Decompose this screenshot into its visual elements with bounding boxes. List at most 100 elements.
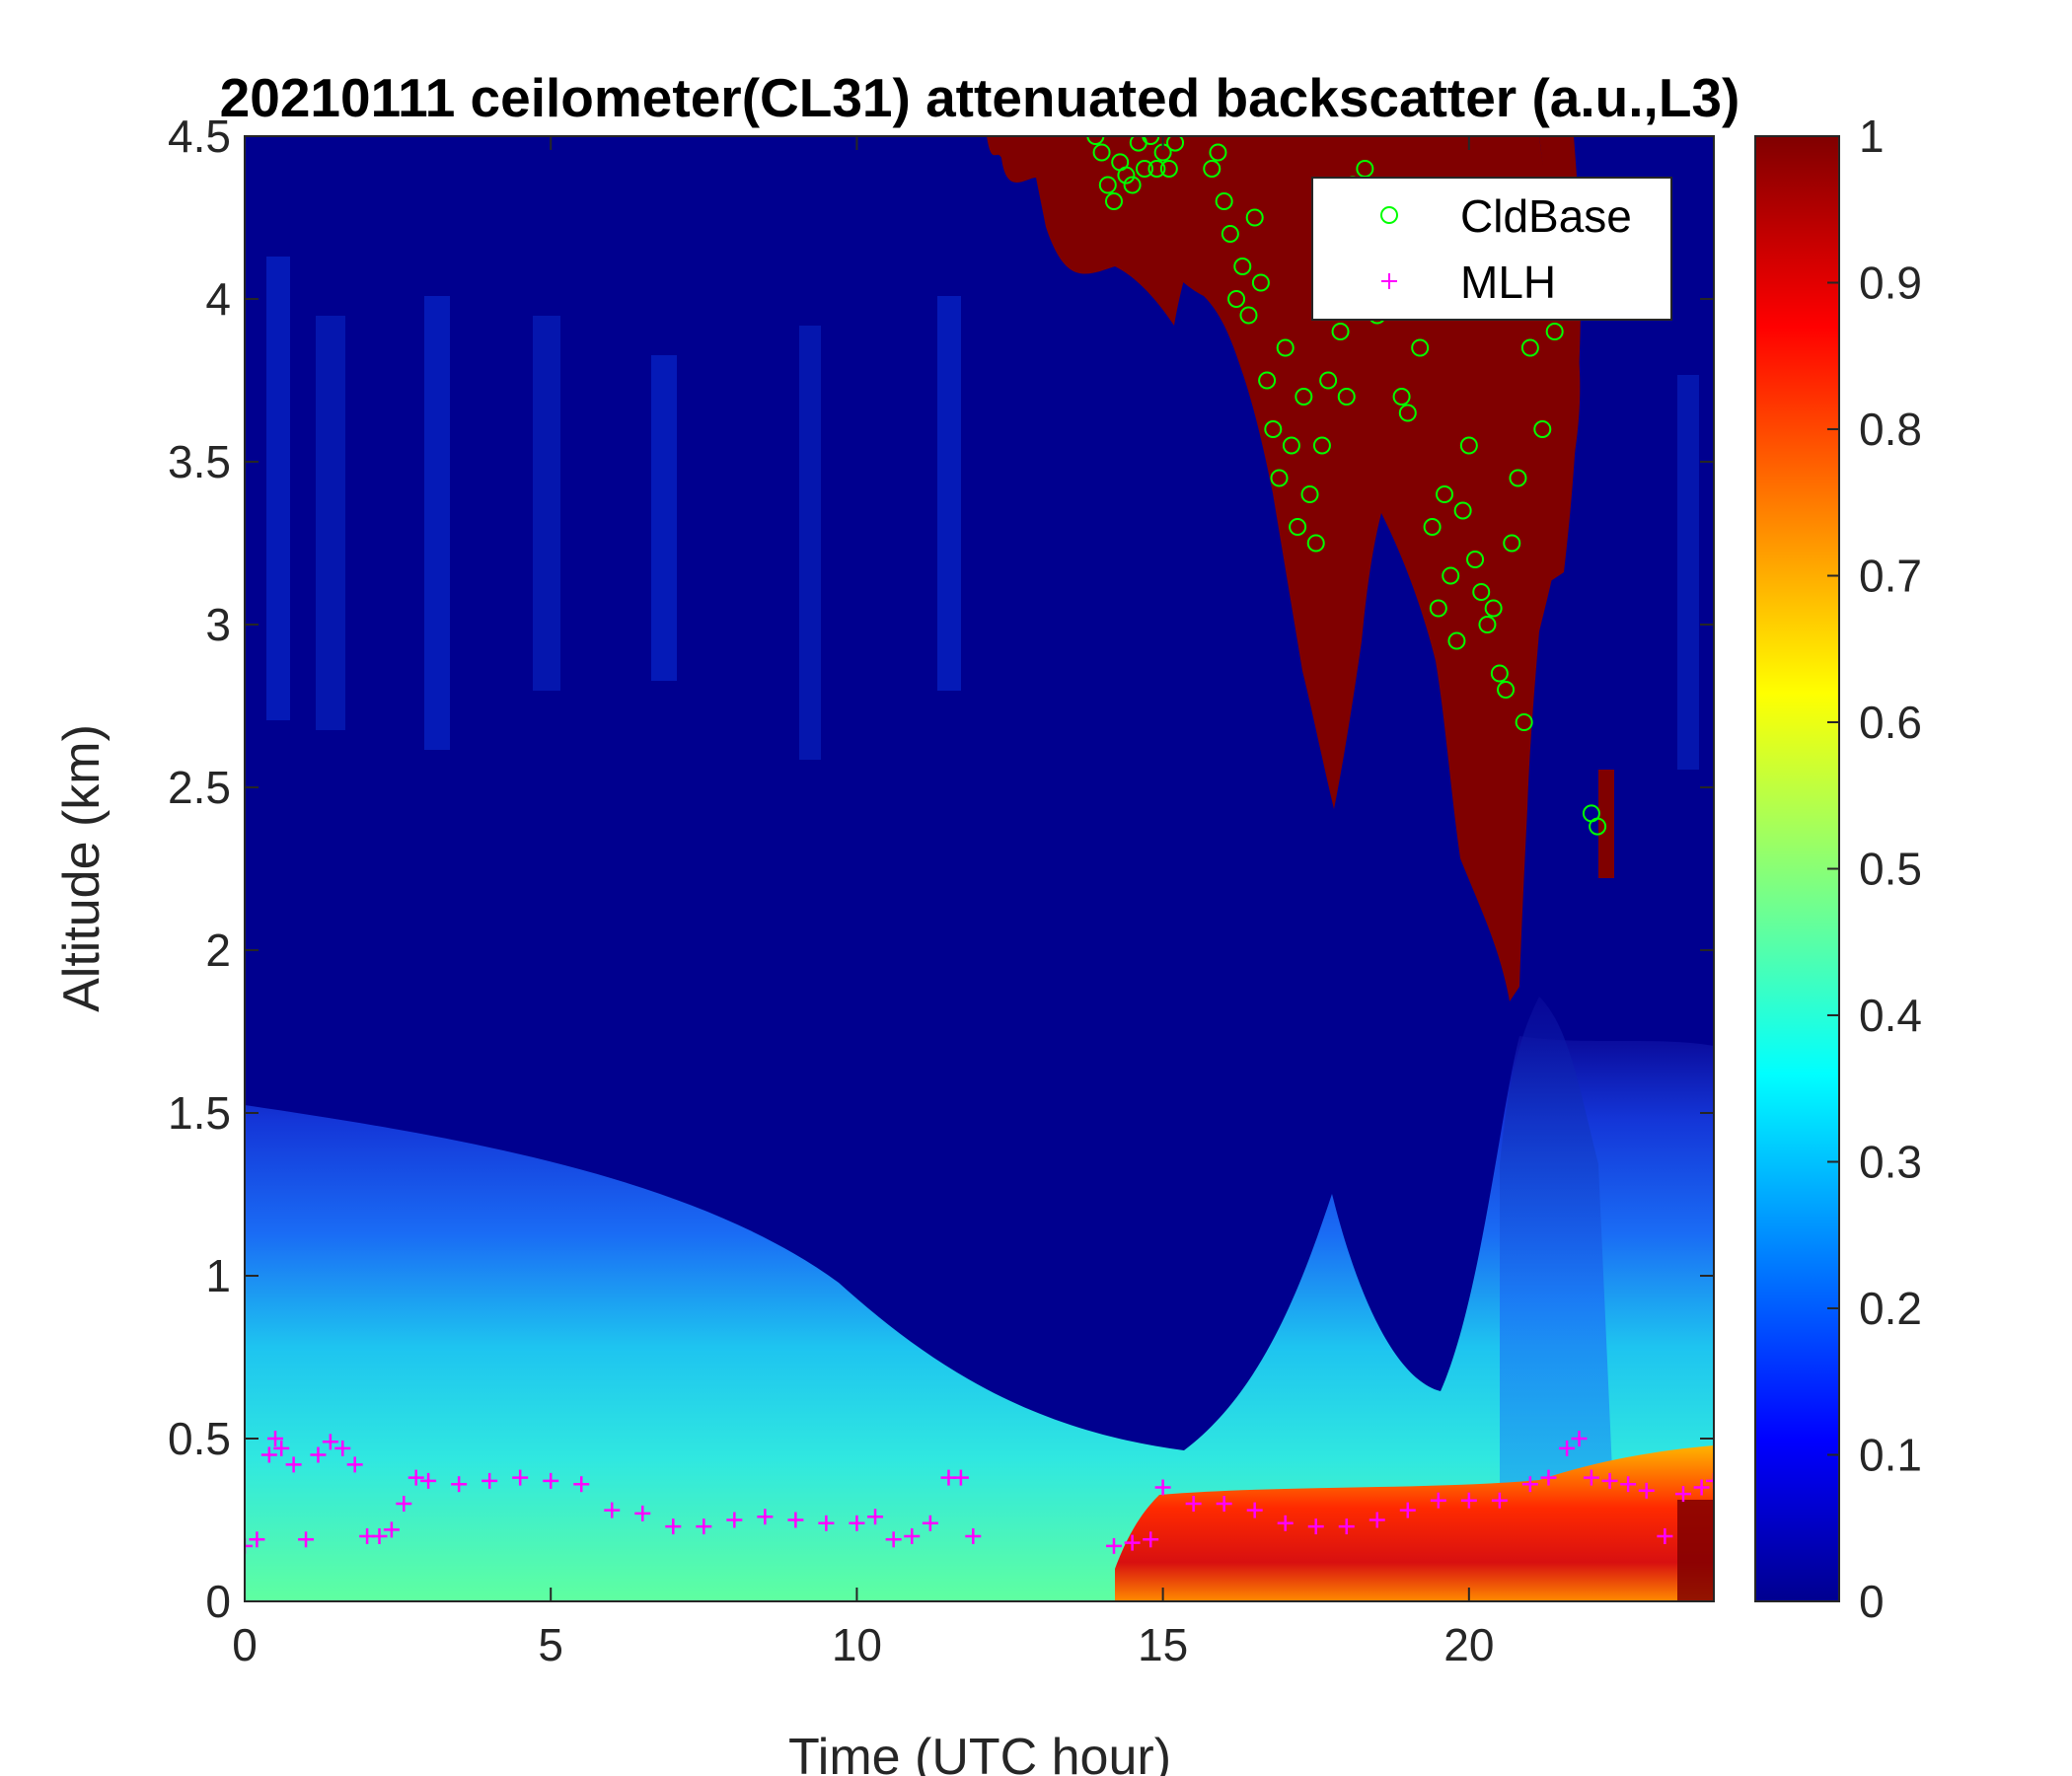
cldbase-point bbox=[1520, 338, 1539, 357]
boundary-layer-region bbox=[245, 1036, 1714, 1601]
mlh-point bbox=[310, 1446, 327, 1463]
cldbase-point bbox=[1239, 306, 1258, 325]
mlh-point bbox=[1307, 1518, 1324, 1535]
cldbase-point bbox=[1245, 208, 1264, 227]
colorbar-ticks: 0 0.1 0.2 0.3 0.4 0.5 0.6 0.7 0.8 0.9 1 bbox=[1827, 111, 1922, 1627]
mlh-point bbox=[726, 1512, 743, 1528]
mlh-point bbox=[904, 1528, 921, 1544]
legend-cldbase-marker bbox=[1380, 206, 1398, 224]
x-tick-label: 5 bbox=[538, 1619, 563, 1670]
mlh-point bbox=[1216, 1496, 1232, 1512]
x-tick-label: 15 bbox=[1138, 1619, 1188, 1670]
mlh-point bbox=[1693, 1479, 1710, 1496]
mlh-point bbox=[1369, 1512, 1385, 1528]
y-tick-label: 4.5 bbox=[168, 111, 231, 162]
cldbase-point bbox=[1221, 225, 1239, 243]
mlh-series bbox=[245, 1431, 1714, 1554]
mlh-point bbox=[1124, 1534, 1141, 1551]
mlh-point bbox=[818, 1515, 835, 1531]
mlh-point bbox=[634, 1505, 651, 1521]
mlh-point bbox=[322, 1434, 338, 1450]
mlh-point bbox=[245, 1537, 253, 1554]
surface-aerosol-layer bbox=[1115, 1445, 1714, 1601]
legend-mlh-marker bbox=[1381, 273, 1397, 289]
mlh-point bbox=[420, 1472, 437, 1489]
mlh-point bbox=[298, 1531, 315, 1548]
colorbar-tick-label: 0.3 bbox=[1859, 1137, 1922, 1188]
mlh-point bbox=[451, 1476, 468, 1493]
cldbase-point bbox=[1233, 258, 1252, 275]
mlh-point bbox=[383, 1521, 400, 1538]
colorbar-tick-label: 0.6 bbox=[1859, 697, 1922, 748]
mlh-point bbox=[1338, 1518, 1355, 1535]
plot-frame bbox=[244, 135, 1715, 1602]
cldbase-point bbox=[1264, 420, 1283, 438]
cldbase-point bbox=[1411, 338, 1430, 357]
mlh-point bbox=[1706, 1472, 1714, 1489]
x-tick-label: 10 bbox=[832, 1619, 882, 1670]
cldbase-point bbox=[1497, 681, 1516, 699]
chart-title: 20210111 ceilometer(CL31) attenuated bac… bbox=[220, 67, 1740, 128]
mlh-point bbox=[952, 1469, 969, 1486]
cldbase-point bbox=[1306, 534, 1325, 553]
mlh-point bbox=[1657, 1528, 1673, 1544]
mlh-point bbox=[696, 1518, 712, 1535]
cldbase-point bbox=[1331, 323, 1350, 340]
mlh-point bbox=[1601, 1472, 1618, 1489]
cldbase-point bbox=[1117, 166, 1136, 185]
rising-aerosol-plume bbox=[1500, 997, 1618, 1601]
mlh-point bbox=[604, 1502, 621, 1518]
colorbar: 0 0.1 0.2 0.3 0.4 0.5 0.6 0.7 0.8 0.9 1 bbox=[1754, 111, 1922, 1627]
mlh-point bbox=[867, 1509, 884, 1525]
cldbase-point bbox=[1429, 599, 1447, 618]
colorbar-tick-label: 0.4 bbox=[1859, 990, 1922, 1041]
mlh-point bbox=[1620, 1476, 1637, 1493]
cldbase-point bbox=[1472, 583, 1491, 601]
heatmap-plot-area bbox=[245, 136, 1714, 1601]
y-tick-label: 0 bbox=[205, 1576, 231, 1627]
colorbar-tick-label: 0 bbox=[1859, 1576, 1885, 1627]
mlh-point bbox=[1491, 1492, 1508, 1509]
mlh-point bbox=[922, 1515, 938, 1531]
legend-cldbase-label: CldBase bbox=[1460, 190, 1632, 242]
mlh-point bbox=[1583, 1469, 1599, 1486]
mlh-point bbox=[267, 1431, 284, 1446]
mlh-point bbox=[1460, 1492, 1477, 1509]
cldbase-point bbox=[1589, 817, 1607, 836]
mlh-point bbox=[512, 1469, 529, 1486]
x-tick-label: 20 bbox=[1443, 1619, 1494, 1670]
y-tick-label: 1 bbox=[205, 1250, 231, 1301]
cldbase-point bbox=[1442, 566, 1460, 585]
cloud-layer-main bbox=[1125, 136, 1581, 1001]
cldbase-point bbox=[1251, 273, 1270, 292]
legend-box bbox=[1311, 177, 1672, 321]
mlh-point bbox=[1246, 1502, 1263, 1518]
mlh-point bbox=[757, 1509, 774, 1525]
mlh-point bbox=[849, 1515, 865, 1531]
cldbase-point bbox=[1166, 136, 1185, 152]
mlh-point bbox=[573, 1476, 590, 1493]
mlh-point bbox=[1638, 1482, 1655, 1499]
mlh-point bbox=[787, 1512, 804, 1528]
cldbase-point bbox=[1136, 160, 1154, 178]
mlh-point bbox=[1571, 1431, 1588, 1446]
cldbase-point bbox=[1447, 631, 1466, 650]
cldbase-point bbox=[1282, 436, 1300, 455]
cldbase-point bbox=[1209, 143, 1227, 162]
y-tick-label: 0.5 bbox=[168, 1413, 231, 1464]
mlh-point bbox=[1521, 1476, 1538, 1493]
cldbase-point bbox=[1104, 192, 1123, 210]
cldbase-point bbox=[1392, 388, 1411, 406]
cldbase-point bbox=[1453, 501, 1472, 520]
colorbar-tick-label: 1 bbox=[1859, 111, 1885, 162]
mlh-point bbox=[481, 1472, 498, 1489]
y-tick-label: 1.5 bbox=[168, 1087, 231, 1139]
cldbase-point bbox=[1466, 551, 1485, 568]
y-tick-label: 3.5 bbox=[168, 436, 231, 487]
x-tick-label: 0 bbox=[232, 1619, 258, 1670]
y-axis-label: Altitude (km) bbox=[53, 724, 111, 1012]
mlh-point bbox=[1185, 1496, 1202, 1512]
colorbar-tick-label: 0.8 bbox=[1859, 404, 1922, 455]
colorbar-tick-label: 0.1 bbox=[1859, 1430, 1922, 1481]
